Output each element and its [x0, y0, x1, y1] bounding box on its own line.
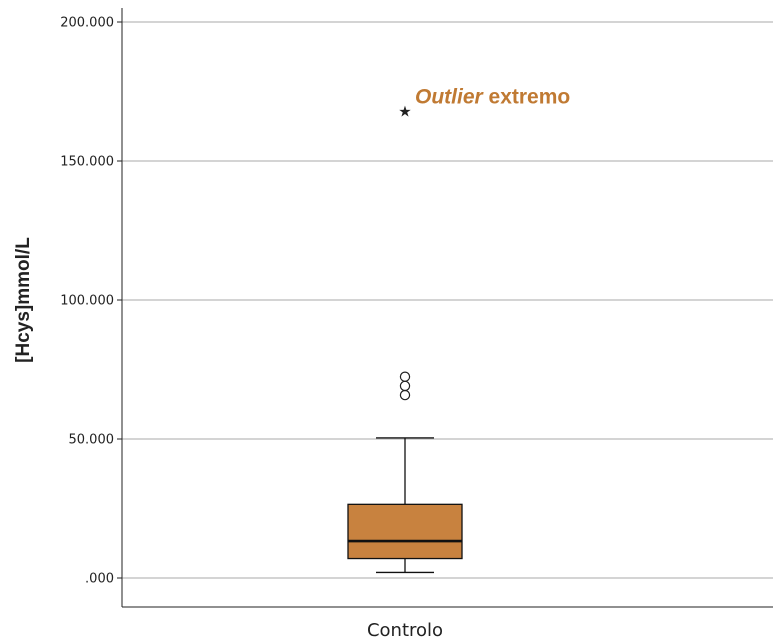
annotation-italic-word: Outlier: [415, 86, 485, 109]
y-tick-label: 150.000: [60, 155, 114, 170]
x-category-label: Controlo: [367, 620, 443, 641]
y-tick-label: 50.000: [69, 433, 115, 448]
extreme-outlier-annotation: Outlier extremo: [415, 86, 570, 109]
outlier-point: [399, 371, 411, 382]
gridlines: [122, 21, 773, 579]
box-plot-series: ★: [347, 103, 463, 574]
y-tick-label: 100.000: [60, 294, 114, 309]
annotation-text: extremo: [483, 86, 571, 109]
y-tick-label: 200.000: [60, 16, 114, 31]
y-axis-ticks: .000 50.000 100.000 150.000 200.000: [60, 16, 122, 587]
y-axis-title: [Hcys]mmol/L: [13, 237, 34, 363]
outlier-point: [399, 380, 411, 392]
outlier-point: [399, 389, 411, 401]
extreme-outlier-point: ★: [398, 103, 411, 121]
iqr-box: [347, 503, 463, 560]
y-tick-label: .000: [85, 572, 114, 587]
